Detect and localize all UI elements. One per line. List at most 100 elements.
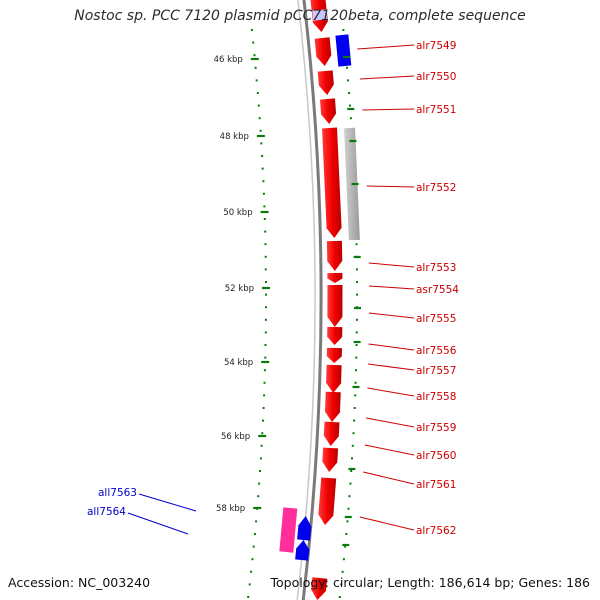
outer-tick-dot bbox=[346, 66, 348, 69]
inner-tick-dot bbox=[253, 54, 256, 57]
rna-gene bbox=[279, 507, 298, 553]
inner-tick-dot bbox=[255, 79, 258, 82]
outer-tick-dot bbox=[349, 482, 352, 485]
label-leader-line bbox=[362, 108, 415, 111]
forward-gene-arrow bbox=[311, 577, 328, 600]
inner-tick-dot bbox=[263, 381, 266, 384]
gene-label-forward: alr7550 bbox=[416, 71, 456, 83]
forward-gene-arrow bbox=[326, 240, 343, 271]
label-leader-line bbox=[366, 417, 415, 428]
inner-tick-dot bbox=[264, 318, 267, 321]
outer-tick-dot bbox=[355, 268, 358, 271]
label-leader-line bbox=[368, 343, 415, 351]
inner-tick-dot bbox=[252, 41, 255, 44]
accession-text: Accession: NC_003240 bbox=[8, 575, 151, 590]
inner-tick-dot bbox=[247, 596, 250, 598]
forward-gene-arrow bbox=[326, 364, 342, 393]
inner-tick-dot bbox=[250, 570, 253, 573]
outer-tick-dot bbox=[354, 394, 357, 397]
inner-tick-dot bbox=[261, 432, 264, 435]
forward-gene-arrow bbox=[318, 477, 337, 525]
inner-tick-dot bbox=[261, 155, 264, 157]
gene-label-forward: alr7560 bbox=[416, 450, 456, 462]
label-leader-line bbox=[368, 363, 415, 371]
inner-tick-dot bbox=[264, 356, 267, 359]
inner-tick-dot bbox=[265, 281, 267, 283]
inner-tick-dot bbox=[250, 29, 253, 31]
outer-tick-dot bbox=[342, 29, 345, 31]
outer-tick-dot bbox=[349, 117, 352, 120]
gene-label-forward: alr7562 bbox=[416, 525, 456, 537]
kbp-tick-label: 48 kbp bbox=[220, 132, 249, 142]
forward-gene-arrow bbox=[319, 98, 337, 124]
outer-tick-dot bbox=[344, 545, 347, 548]
inner-tick-dot bbox=[262, 419, 264, 422]
label-leader-line bbox=[368, 262, 415, 268]
inner-tick-dot bbox=[264, 344, 267, 346]
inner-tick-dot bbox=[262, 407, 265, 409]
outer-tick-dot bbox=[340, 583, 343, 586]
gene-label-forward: alr7559 bbox=[416, 422, 456, 434]
label-leader-line bbox=[357, 44, 415, 50]
inner-tick-dot bbox=[260, 142, 263, 145]
inner-tick-dot bbox=[262, 180, 265, 183]
inner-tick-dot bbox=[263, 218, 266, 220]
outer-tick-dot bbox=[349, 104, 351, 107]
gene-label-forward: alr7551 bbox=[416, 104, 456, 116]
outer-tick-dot bbox=[347, 79, 350, 82]
inner-tick-dot bbox=[257, 104, 260, 107]
map-title: Nostoc sp. PCC 7120 plasmid pCC7120beta,… bbox=[74, 8, 526, 24]
inner-tick-dot bbox=[257, 495, 260, 498]
forward-gene-arrow bbox=[317, 70, 334, 95]
label-leader-line bbox=[364, 444, 415, 456]
gene-labels: alr7549 alr7550 alr7551 alr7552 alr7553 asr75… bbox=[87, 40, 459, 537]
label-leader-line bbox=[368, 312, 415, 319]
outer-tick-dot bbox=[350, 470, 353, 472]
forward-gene-arrow bbox=[323, 421, 340, 446]
topology-text: Topology: circular; Length: 186,614 bp; … bbox=[270, 575, 591, 590]
gene-label-forward: alr7561 bbox=[416, 479, 456, 491]
gene-label-reverse: all7563 bbox=[98, 487, 137, 499]
kbp-tick-label: 54 kbp bbox=[224, 358, 253, 368]
inner-tick-dot bbox=[251, 558, 254, 561]
inner-tick-dot bbox=[259, 129, 262, 132]
outer-blue-gene bbox=[335, 34, 352, 67]
label-leader-line bbox=[138, 493, 197, 512]
outer-tick-dot bbox=[347, 507, 350, 510]
inner-tick-dot bbox=[263, 394, 266, 397]
inner-tick-dot bbox=[265, 306, 267, 309]
label-leader-line bbox=[363, 471, 415, 485]
inner-tick-dot bbox=[258, 117, 261, 120]
inner-tick-dot bbox=[253, 533, 256, 535]
inner-tick-dot bbox=[265, 293, 267, 296]
inner-tick-dot bbox=[261, 167, 264, 170]
gene-label-reverse: all7564 bbox=[87, 506, 126, 518]
outer-tick-dot bbox=[355, 356, 358, 359]
inner-tick-dot bbox=[259, 470, 261, 472]
forward-gene-arrow bbox=[326, 347, 342, 363]
outer-tick-dot bbox=[356, 281, 358, 283]
inner-tick-dot bbox=[256, 92, 259, 94]
outer-tick-dot bbox=[348, 495, 351, 498]
outer-tick-dot bbox=[352, 432, 355, 435]
kbp-tick-label: 56 kbp bbox=[221, 432, 250, 442]
gene-label-forward: alr7553 bbox=[416, 262, 456, 274]
backbone-outer bbox=[301, 0, 323, 600]
forward-gene-arrow bbox=[327, 284, 343, 327]
outer-tick-dot bbox=[355, 344, 358, 346]
gene-label-forward: alr7556 bbox=[416, 345, 457, 357]
inner-tick-dot bbox=[248, 583, 251, 586]
outer-tick-dot bbox=[356, 293, 358, 296]
outer-tick-dot bbox=[355, 243, 358, 246]
outer-tick-dot bbox=[348, 92, 351, 94]
label-leader-line bbox=[359, 75, 415, 80]
outer-tick-dot bbox=[354, 381, 357, 384]
outer-tick-dot bbox=[355, 331, 358, 334]
outer-tick-dot bbox=[351, 444, 354, 447]
forward-gene-arrow bbox=[324, 391, 341, 422]
forward-gene-arrow bbox=[322, 447, 339, 472]
inner-tick-dot bbox=[252, 545, 255, 548]
outer-tick-dot bbox=[341, 570, 344, 573]
outer-tick-dot bbox=[345, 533, 348, 535]
